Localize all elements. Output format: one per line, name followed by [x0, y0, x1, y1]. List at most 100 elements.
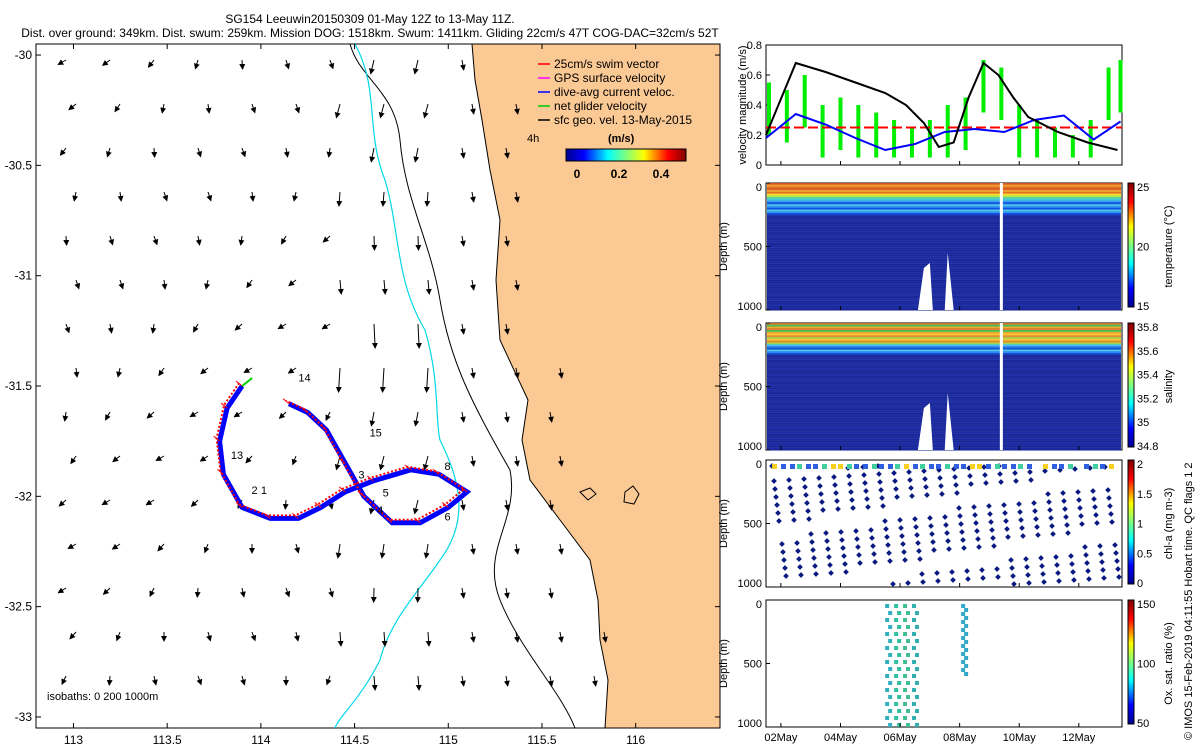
chl-point [824, 538, 830, 544]
temperature-data [767, 183, 1121, 311]
salinity-band [767, 442, 1121, 446]
chl-point [939, 491, 945, 497]
data-gap [999, 323, 1003, 450]
chl-point [801, 476, 807, 482]
salinity-cbar-tick: 35.8 [1137, 322, 1158, 334]
chl-point [1098, 551, 1104, 557]
oxygen-point [911, 632, 916, 636]
geo-velocity-arrow [118, 279, 125, 290]
salinity-band [767, 352, 1121, 356]
chl-point [802, 484, 808, 490]
geo-velocity-arrow [337, 279, 344, 295]
geo-velocity-arrow [114, 103, 121, 113]
velocity-ytick-label: 0.8 [747, 40, 762, 52]
geo-velocity-arrow [240, 675, 246, 686]
chl-point [1035, 532, 1041, 538]
temperature-band [767, 265, 1121, 269]
salinity-cbar-tick: 35.2 [1137, 393, 1158, 405]
chl-point [843, 569, 849, 575]
chl-ytick-label: 1000 [738, 578, 762, 590]
chl-point [787, 485, 793, 491]
swim-vector [366, 475, 374, 482]
oxygen-point [961, 652, 966, 656]
velocity-ytick-label: 0.2 [747, 130, 762, 142]
salinity-cbar-tick: 34.8 [1137, 441, 1158, 453]
salinity-band [767, 386, 1121, 389]
swim-vector [282, 398, 290, 405]
lon-tick-label: 113.5 [153, 733, 182, 747]
salinity-band [767, 441, 1121, 444]
chl-point [960, 537, 966, 543]
oxygen-point [903, 688, 908, 692]
temperature-band [767, 308, 1121, 311]
temperature-colorbar [1127, 182, 1135, 308]
oxygen-point [894, 618, 899, 622]
salinity-band [767, 358, 1121, 361]
geo-velocity-arrow [413, 147, 420, 163]
chl-clabel: chl-a (mg m-3) [1163, 488, 1175, 560]
temperature-band [767, 200, 1121, 203]
geo-velocity-arrow [459, 235, 466, 247]
temperature-band [767, 264, 1121, 267]
salinity-band [767, 404, 1121, 407]
geo-velocity-arrow [116, 367, 123, 378]
chl-point [1055, 570, 1061, 576]
chl-point [831, 474, 837, 480]
geo-velocity-arrow [557, 455, 564, 467]
oxygen-point [897, 723, 902, 727]
chl-point [934, 570, 940, 576]
oxygen-ytick-label: 500 [744, 659, 762, 671]
swim-vector [338, 457, 346, 464]
geo-velocity-arrow [206, 191, 213, 202]
chl-point [982, 472, 988, 478]
geo-velocity-arrow [277, 323, 287, 330]
salinity-band [767, 409, 1121, 412]
oxygen-point [961, 628, 966, 632]
geo-velocity-arrow [371, 675, 378, 691]
oxygen-point [961, 660, 966, 664]
geo-velocity-arrow [513, 455, 520, 467]
temperature-band [767, 302, 1121, 306]
chl-point [1004, 526, 1010, 532]
oxygen-point [894, 688, 899, 692]
geo-velocity-arrow [503, 587, 510, 599]
chl-surface-point [1002, 464, 1007, 469]
salinity-band [767, 437, 1121, 440]
oxygen-point [894, 646, 899, 650]
chl-point [949, 569, 955, 575]
geo-velocity-arrow [322, 235, 331, 243]
oxygen-point [911, 702, 916, 706]
chl-point [1078, 513, 1084, 519]
geo-velocity-arrow [246, 279, 253, 289]
geo-velocity-arrow [547, 499, 554, 511]
temperature-band [767, 269, 1121, 272]
oxygen-point [897, 709, 902, 713]
geo-velocity-arrow [245, 455, 253, 464]
geo-velocity-arrow [503, 323, 510, 335]
chl-point [805, 508, 811, 514]
chl-point [909, 493, 915, 499]
legend-cbar-tick: 0.4 [653, 167, 670, 181]
chl-surface-point [813, 464, 818, 469]
chl-point [921, 468, 927, 474]
chl-point [1027, 469, 1033, 475]
chl-point [804, 500, 810, 506]
swim-vector [220, 402, 228, 409]
salinity-band [767, 435, 1121, 439]
chl-point [1106, 495, 1112, 501]
geo-velocity-arrow [190, 499, 199, 507]
chl-point [838, 529, 844, 535]
temperature-band [767, 220, 1121, 223]
chl-point [1064, 522, 1070, 528]
oxygen-clabel: Ox. sat. ratio (%) [1163, 622, 1175, 705]
chl-point [816, 475, 822, 481]
chl-point [832, 482, 838, 488]
chl-point [1112, 542, 1118, 548]
oxygen-point [894, 632, 899, 636]
chl-ylabel: Depth (m) [718, 499, 730, 548]
chl-point [871, 551, 877, 557]
oxygen-point [897, 611, 902, 615]
geo-velocity-arrow [513, 103, 520, 115]
